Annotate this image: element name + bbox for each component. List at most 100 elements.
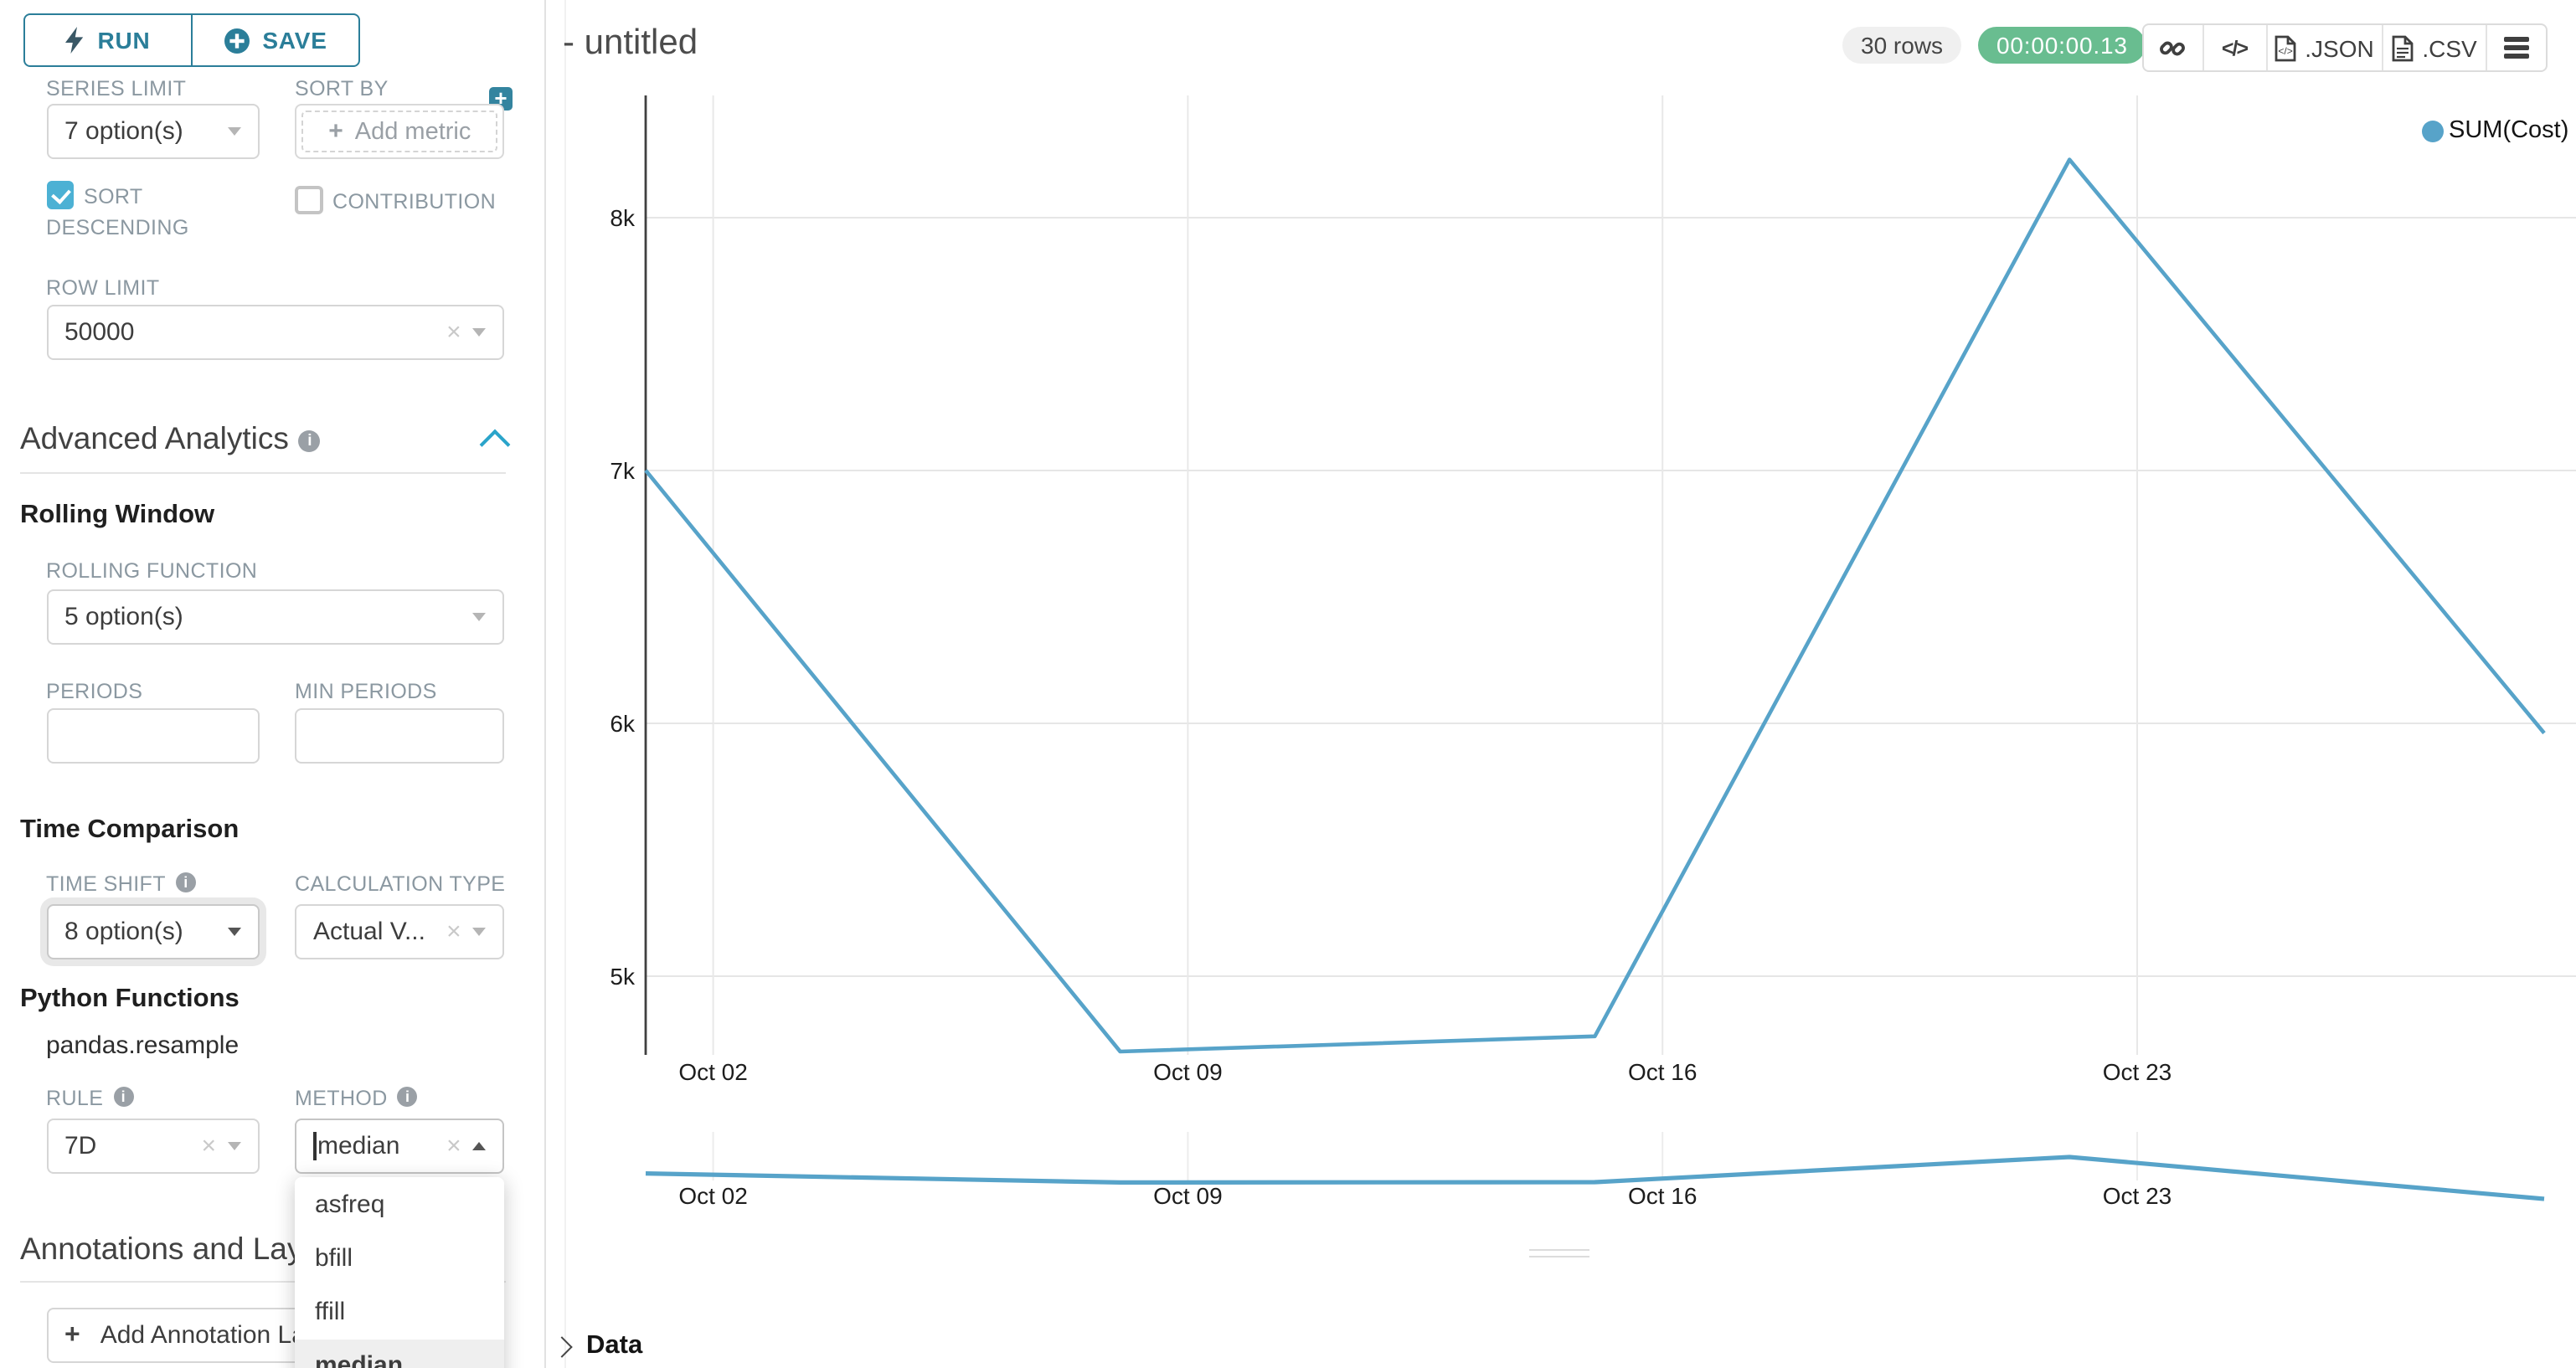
time-shift-select[interactable]: 8 option(s)	[46, 904, 260, 959]
svg-text:Oct 23: Oct 23	[2103, 1183, 2172, 1209]
chart-action-button-group: </> </> .JSON .CSV	[2142, 23, 2548, 72]
link-icon	[2160, 40, 2186, 55]
export-json-button[interactable]: </> .JSON	[2265, 25, 2382, 70]
chevron-right-icon	[551, 1336, 573, 1358]
time-shift-label: TIME SHIFT i	[46, 872, 196, 896]
svg-text:Oct 16: Oct 16	[1628, 1059, 1697, 1085]
hamburger-menu-icon	[2504, 37, 2529, 59]
chart-menu-button[interactable]	[2486, 25, 2546, 70]
series-limit-select[interactable]: 7 option(s)	[46, 104, 260, 159]
preview-chart[interactable]: Oct 02 Oct 09 Oct 16 Oct 23	[553, 1119, 2576, 1222]
rolling-function-select[interactable]: 5 option(s)	[46, 589, 505, 645]
data-panel-title: Data	[586, 1331, 643, 1360]
info-icon[interactable]: i	[113, 1087, 134, 1107]
method-combobox[interactable]: median ×	[295, 1119, 505, 1174]
info-icon[interactable]: i	[175, 872, 196, 892]
min-periods-label: MIN PERIODS	[295, 680, 437, 703]
python-functions-title: Python Functions	[20, 985, 240, 1013]
main-chart[interactable]: 8k 7k 6k 5k Oct 02 Oct 09 Oct 16 Oct 23	[553, 84, 2576, 1088]
plus-icon: +	[328, 117, 343, 146]
section-divider	[20, 472, 506, 474]
sort-by-label: SORT BY	[295, 77, 389, 100]
contribution-checkbox[interactable]	[295, 186, 322, 213]
data-panel-toggle[interactable]: Data	[551, 1331, 643, 1361]
clear-icon[interactable]: ×	[446, 918, 461, 946]
series-limit-label: SERIES LIMIT	[46, 77, 187, 100]
time-comparison-title: Time Comparison	[20, 815, 240, 844]
run-button[interactable]: RUN	[25, 15, 191, 65]
chevron-down-icon	[472, 328, 487, 337]
chevron-down-icon	[228, 127, 241, 136]
sort-descending-checkbox[interactable]	[46, 181, 74, 208]
svg-text:Oct 23: Oct 23	[2103, 1059, 2172, 1085]
advanced-analytics-title: Advanced Analytics	[20, 420, 289, 455]
run-save-button-group: RUN SAVE	[23, 13, 360, 67]
save-button[interactable]: SAVE	[191, 15, 358, 65]
min-periods-input[interactable]	[295, 708, 505, 764]
row-limit-value: 50000	[64, 318, 135, 347]
svg-text:8k: 8k	[610, 205, 636, 231]
sort-descending-label: SORT DESCENDING	[46, 185, 189, 239]
svg-text:</>: </>	[2279, 44, 2293, 56]
info-icon[interactable]: i	[397, 1087, 418, 1107]
svg-text:6k: 6k	[610, 711, 636, 737]
lightning-icon	[65, 27, 84, 54]
svg-text:Oct 02: Oct 02	[678, 1183, 747, 1209]
rows-count-badge: 30 rows	[1842, 27, 1962, 64]
share-link-button[interactable]	[2144, 25, 2202, 70]
series-limit-value: 7 option(s)	[64, 117, 183, 146]
chevron-down-icon	[228, 928, 241, 936]
collapse-chevron-up-icon[interactable]	[479, 429, 511, 460]
sort-by-add-metric-button[interactable]: + Add metric	[295, 104, 505, 159]
periods-label: PERIODS	[46, 680, 143, 703]
clear-icon[interactable]: ×	[446, 318, 461, 347]
run-button-label: RUN	[97, 27, 151, 54]
time-shift-value: 8 option(s)	[64, 918, 183, 946]
legend-series-label[interactable]: SUM(Cost)	[2449, 117, 2569, 144]
file-text-icon	[2392, 34, 2414, 61]
calculation-type-value: Actual V...	[313, 918, 425, 946]
json-button-label: .JSON	[2305, 34, 2374, 61]
svg-text:Oct 16: Oct 16	[1628, 1183, 1697, 1209]
svg-text:Oct 02: Oct 02	[678, 1059, 747, 1085]
calculation-type-select[interactable]: Actual V... ×	[295, 904, 505, 959]
plus-icon: +	[64, 1320, 80, 1349]
dropdown-option[interactable]: ffill	[315, 1298, 346, 1326]
sort-descending-field: SORT DESCENDING	[46, 181, 217, 242]
pandas-resample-subtitle: pandas.resample	[46, 1031, 240, 1060]
rule-label-text: RULE	[46, 1087, 104, 1110]
chart-legend: SUM(Cost)	[2422, 117, 2568, 144]
save-button-label: SAVE	[262, 27, 327, 54]
svg-text:7k: 7k	[610, 458, 636, 484]
method-dropdown: asfreq bfill ffill median	[295, 1177, 504, 1368]
advanced-analytics-header[interactable]: Advanced Analytics i	[20, 420, 321, 457]
view-query-button[interactable]: </>	[2202, 25, 2265, 70]
plus-circle-icon	[224, 28, 250, 53]
add-metric-label: Add metric	[354, 118, 471, 145]
dropdown-option[interactable]: asfreq	[315, 1191, 385, 1219]
chevron-down-icon	[472, 928, 487, 936]
export-csv-button[interactable]: .CSV	[2382, 25, 2486, 70]
clear-icon[interactable]: ×	[201, 1132, 216, 1160]
method-label-text: METHOD	[295, 1087, 388, 1110]
section-divider	[20, 1281, 506, 1283]
periods-input[interactable]	[46, 708, 260, 764]
code-icon: </>	[2221, 36, 2249, 59]
rule-select[interactable]: 7D ×	[46, 1119, 260, 1174]
rule-label: RULE i	[46, 1087, 134, 1110]
time-shift-label-text: TIME SHIFT	[46, 872, 166, 896]
row-limit-select[interactable]: 50000 ×	[46, 305, 505, 360]
calculation-type-label: CALCULATION TYPE	[295, 872, 506, 896]
dropdown-option[interactable]: bfill	[315, 1244, 353, 1273]
svg-text:Oct 09: Oct 09	[1153, 1183, 1222, 1209]
clear-icon[interactable]: ×	[446, 1132, 461, 1160]
rolling-function-value: 5 option(s)	[64, 603, 183, 631]
legend-series-dot	[2422, 120, 2444, 141]
info-icon[interactable]: i	[298, 430, 321, 452]
svg-text:5k: 5k	[610, 964, 636, 990]
panel-divider	[544, 0, 546, 1368]
dropdown-option[interactable]: median	[295, 1340, 504, 1368]
csv-button-label: .CSV	[2422, 34, 2477, 61]
contribution-label: CONTRIBUTION	[332, 190, 497, 213]
